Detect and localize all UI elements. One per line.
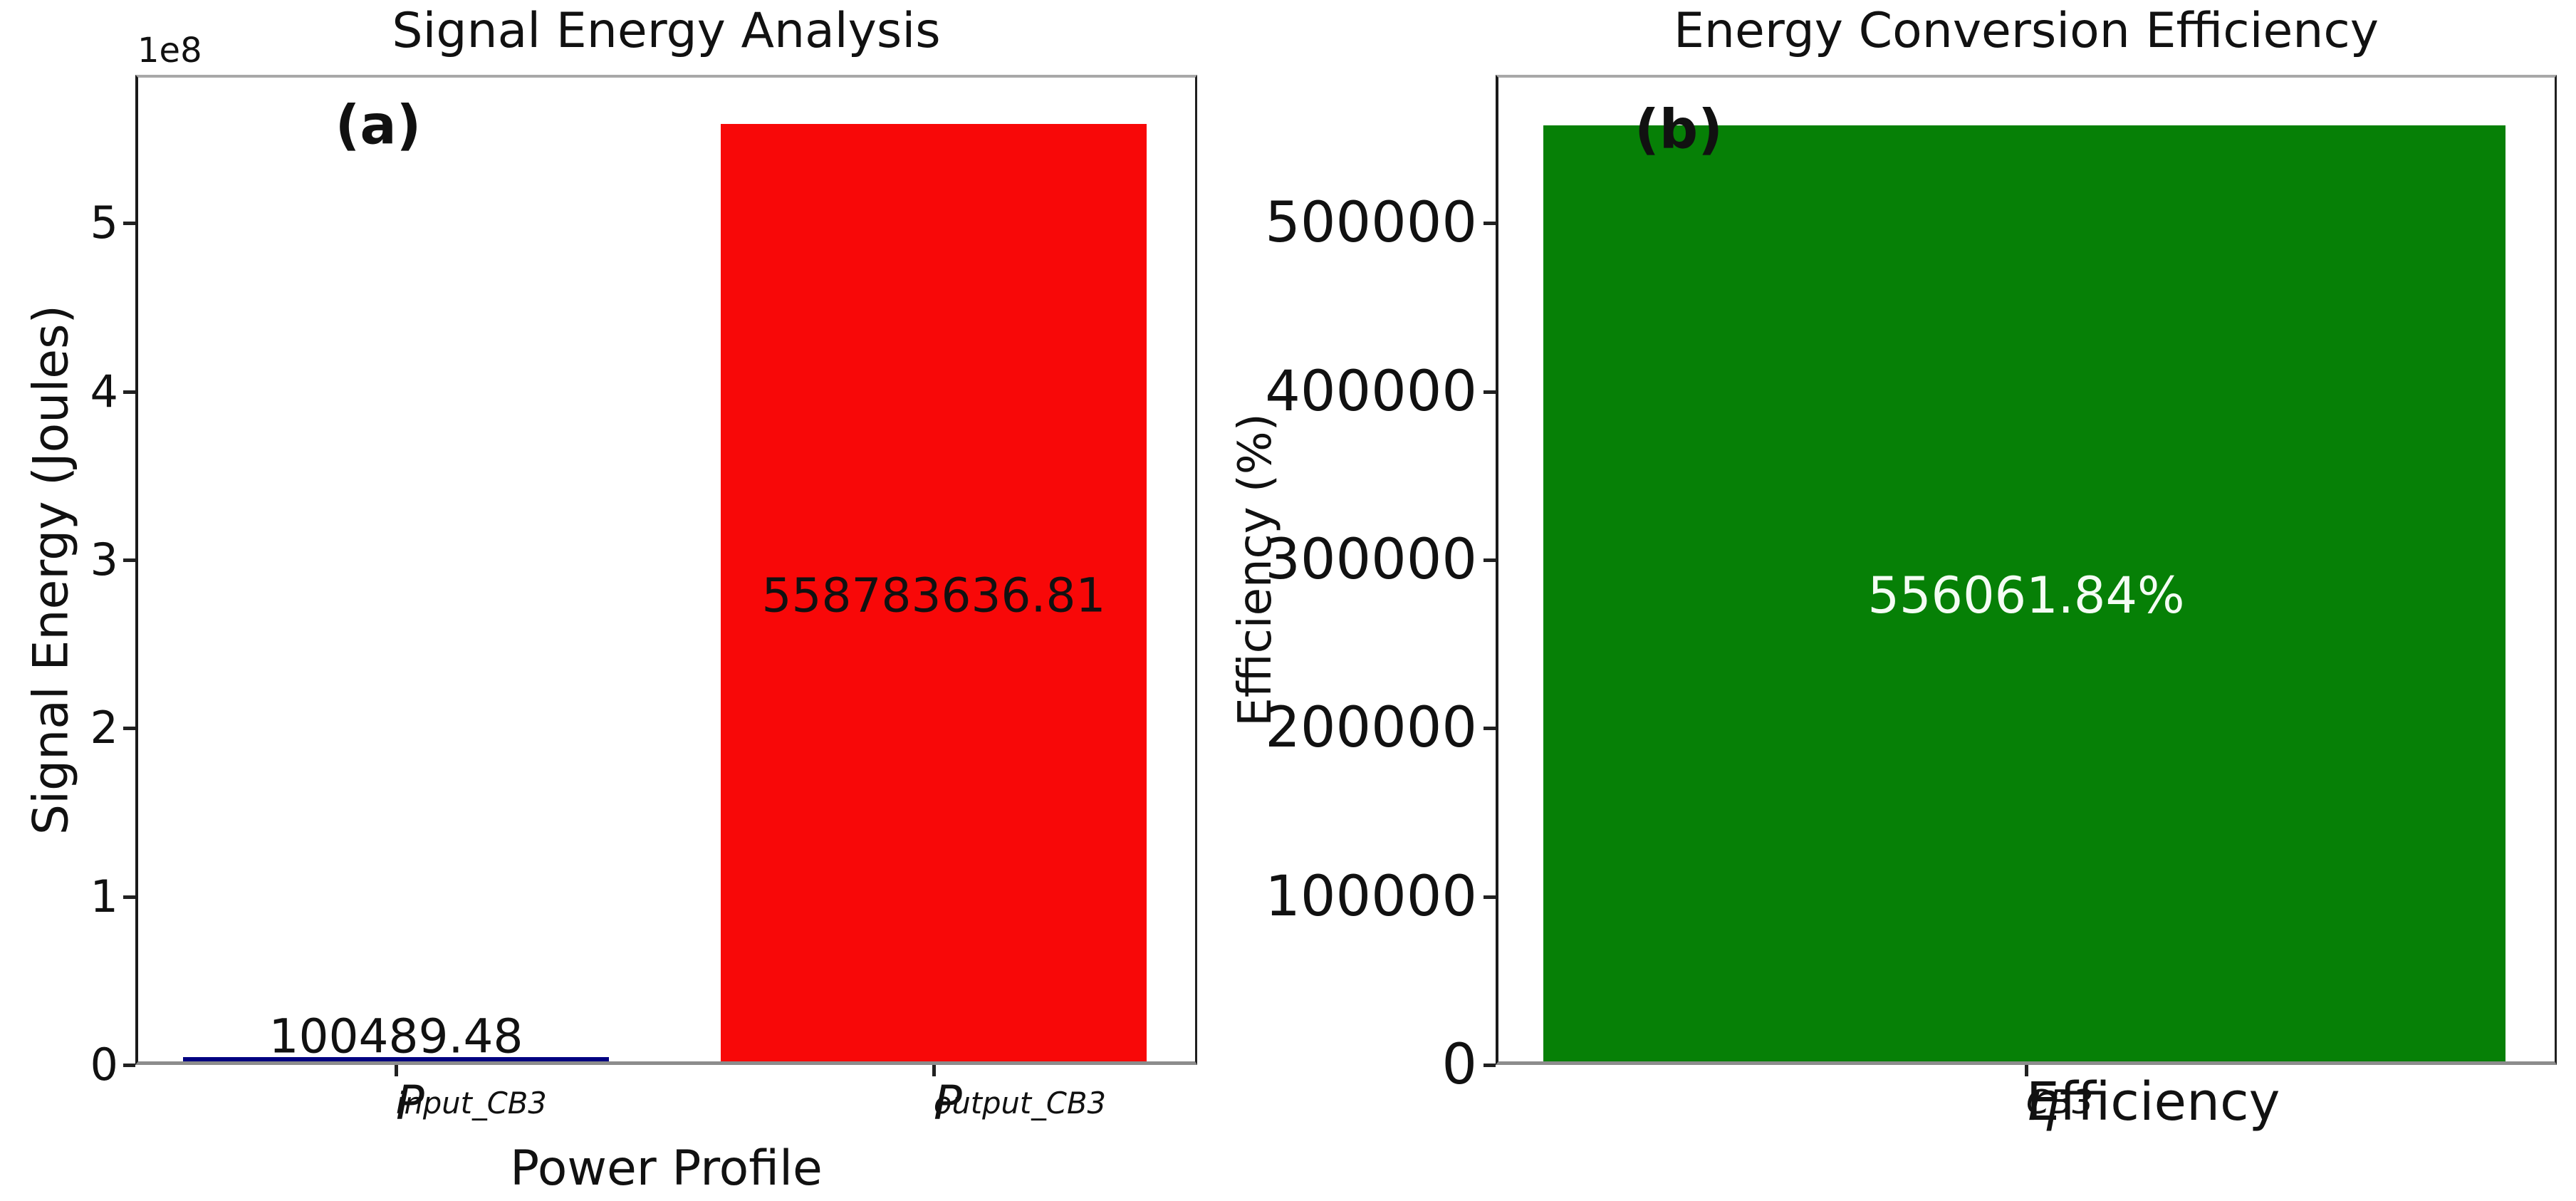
- math-variable: P: [934, 1076, 962, 1130]
- panel-a-ytickmark: [123, 558, 135, 562]
- bar-p-output-cb3: [721, 124, 1147, 1061]
- panel-b-ytick-5: 500000: [1265, 191, 1477, 255]
- panel-a-ytick-0: 0: [90, 1039, 118, 1091]
- math-subscript: input_CB3: [396, 1086, 547, 1121]
- math-prefix: Efficiency: [2026, 1071, 2280, 1133]
- panel-a-x-axis-label: Power Profile: [510, 1140, 823, 1197]
- panel-b-ytick-0: 0: [1441, 1033, 1477, 1097]
- panel-a-plot-area: 100489.48 558783636.81 (a): [135, 75, 1197, 1065]
- panel-b-ytickmark: [1483, 222, 1496, 225]
- panel-b-ytick-3: 300000: [1265, 528, 1477, 592]
- panel-b-ytick-2: 200000: [1265, 696, 1477, 760]
- panel-b-title: Energy Conversion Efficiency: [1673, 3, 2379, 59]
- panel-b-ytickmark: [1483, 727, 1496, 730]
- math-variable-eta: η: [2026, 1071, 2060, 1133]
- panel-a-ytickmark: [123, 222, 135, 225]
- panel-a-ytickmark: [123, 390, 135, 394]
- bar-value-label-efficiency: 556061.84%: [1867, 566, 2185, 625]
- panel-a-ytickmark: [123, 895, 135, 899]
- panel-a-ytick-3: 3: [90, 534, 118, 586]
- panel-a-annotation: (a): [335, 93, 422, 157]
- panel-a-xtickmark: [932, 1065, 936, 1076]
- math-variable: P: [396, 1076, 424, 1130]
- panel-b-ytickmark: [1483, 558, 1496, 562]
- panel-a-ytick-4: 4: [90, 365, 118, 417]
- bar-efficiency: [1543, 125, 2505, 1061]
- panel-a-ytickmark: [123, 727, 135, 730]
- panel-a-ytick-2: 2: [90, 702, 118, 754]
- panel-b-plot-area: 556061.84% (b): [1496, 75, 2557, 1065]
- math-subscript: output_CB3: [934, 1086, 1106, 1121]
- panel-b-ytickmark: [1483, 895, 1496, 899]
- panel-a-axis-offset-text: 1e8: [137, 31, 202, 71]
- bar-p-input-cb3: [183, 1057, 609, 1061]
- panel-a-ytick-5: 5: [90, 197, 118, 249]
- bar-value-label-p-input: 100489.48: [268, 1009, 523, 1064]
- panel-b-ytickmark: [1483, 1064, 1496, 1067]
- panel-a-title: Signal Energy Analysis: [392, 3, 941, 59]
- panel-a-ytick-1: 1: [90, 870, 118, 922]
- panel-b-annotation: (b): [1634, 97, 1723, 161]
- panel-a-ytickmark: [123, 1064, 135, 1067]
- math-subscript: CB3: [2026, 1083, 2094, 1121]
- panel-b-ytick-1: 100000: [1265, 865, 1477, 929]
- panel-b-ytick-4: 400000: [1265, 360, 1477, 424]
- panel-a-xtickmark: [395, 1065, 398, 1076]
- panel-b-xtickmark: [2025, 1065, 2028, 1076]
- panel-b-ytickmark: [1483, 390, 1496, 394]
- bar-value-label-p-output: 558783636.81: [761, 568, 1106, 623]
